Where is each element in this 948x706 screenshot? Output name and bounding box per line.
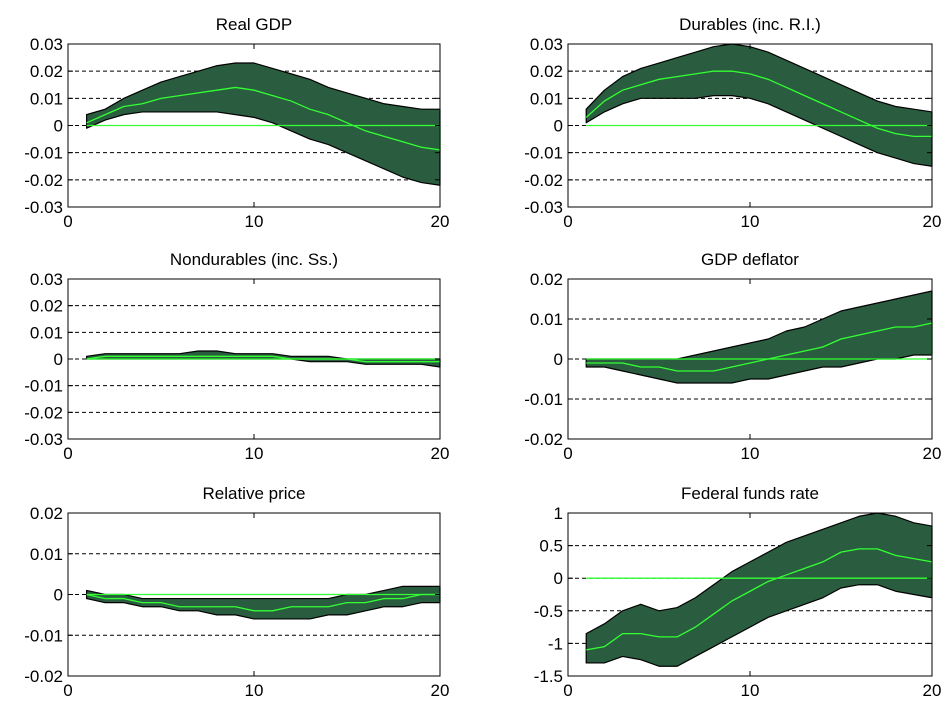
panel-2: -0.03 -0.02 -0.01 0 0.01 0.02 0.03 0 10 20 Durable… — [524, 15, 941, 231]
panel-4: -0.02 -0.01 0 0.01 0.02 0 10 20 GDP deflator — [524, 250, 941, 463]
y-tick-label: -0.02 — [24, 667, 63, 686]
y-tick-label: -0.02 — [24, 171, 63, 190]
x-tick-label: 0 — [563, 681, 572, 700]
y-tick-label: -0.02 — [24, 403, 63, 422]
x-tick-label: 20 — [923, 681, 942, 700]
y-tick-label: 0.01 — [530, 310, 563, 329]
x-tick-label: 20 — [431, 444, 450, 463]
x-tick-label: 20 — [923, 212, 942, 231]
y-tick-label: 0 — [554, 117, 563, 136]
panel-1: -0.03 -0.02 -0.01 0 0.01 0.02 0.03 0 10 20 Real GD… — [24, 15, 449, 231]
y-tick-label: 0.02 — [30, 504, 63, 523]
x-tick-label: 10 — [245, 212, 264, 231]
x-tick-label: 0 — [563, 444, 572, 463]
y-tick-label: 0 — [554, 350, 563, 369]
median-line — [586, 548, 933, 651]
median-line — [586, 322, 933, 372]
y-tick-label: -0.01 — [24, 626, 63, 645]
y-tick-label: -0.03 — [24, 430, 63, 449]
y-tick-label: -0.03 — [524, 198, 563, 217]
y-tick-label: -0.01 — [24, 377, 63, 396]
x-tick-label: 0 — [563, 212, 572, 231]
median-line — [86, 86, 441, 151]
panel-title: Durables (inc. R.I.) — [679, 15, 821, 34]
panel-title: Relative price — [203, 484, 306, 503]
y-tick-label: 0.02 — [530, 270, 563, 289]
x-tick-label: 10 — [741, 681, 760, 700]
y-tick-label: -0.03 — [24, 198, 63, 217]
panel-5: -0.02 -0.01 0 0.01 0.02 0 10 20 Relative price — [24, 484, 449, 700]
x-tick-label: 10 — [245, 681, 264, 700]
y-tick-label: 0.03 — [530, 35, 563, 54]
x-tick-label: 20 — [431, 681, 450, 700]
panel-title: Nondurables (inc. Ss.) — [170, 250, 338, 269]
y-tick-label: 0.5 — [539, 537, 563, 556]
y-tick-label: 0.02 — [530, 62, 563, 81]
median-line — [86, 593, 440, 612]
x-tick-label: 20 — [431, 212, 450, 231]
x-tick-label: 10 — [741, 444, 760, 463]
y-tick-label: -0.01 — [24, 144, 63, 163]
x-tick-label: 10 — [741, 212, 760, 231]
y-tick-label: 0 — [54, 117, 63, 136]
y-tick-label: -0.5 — [534, 602, 563, 621]
y-tick-label: 0.01 — [30, 545, 63, 564]
y-tick-label: 1 — [554, 504, 563, 523]
y-tick-label: -0.02 — [524, 430, 563, 449]
y-tick-label: -0.01 — [524, 144, 563, 163]
panel-title: Real GDP — [216, 15, 293, 34]
panel-title: GDP deflator — [701, 250, 799, 269]
x-tick-label: 10 — [245, 444, 264, 463]
y-tick-label: 0 — [54, 586, 63, 605]
y-tick-label: 0.01 — [30, 89, 63, 108]
y-tick-label: 0.02 — [30, 62, 63, 81]
y-tick-label: 0 — [554, 569, 563, 588]
y-tick-label: 0.02 — [30, 297, 63, 316]
y-tick-label: -0.01 — [524, 390, 563, 409]
x-tick-label: 0 — [63, 444, 72, 463]
x-tick-label: 0 — [63, 681, 72, 700]
median-line — [86, 355, 440, 363]
y-tick-label: -0.02 — [524, 171, 563, 190]
y-tick-label: -1.5 — [534, 667, 563, 686]
x-tick-label: 0 — [63, 212, 72, 231]
y-tick-label: 0.03 — [30, 270, 63, 289]
y-tick-label: 0.01 — [530, 89, 563, 108]
y-tick-label: 0 — [54, 350, 63, 369]
y-tick-label: 0.01 — [30, 323, 63, 342]
panel-title: Federal funds rate — [681, 484, 819, 503]
y-tick-label: 0.03 — [30, 35, 63, 54]
x-tick-label: 20 — [923, 444, 942, 463]
y-tick-label: -1 — [548, 634, 563, 653]
median-line — [585, 70, 932, 138]
panel-3: -0.03 -0.02 -0.01 0 0.01 0.02 0.03 0 10 20 Nondura… — [24, 250, 449, 463]
